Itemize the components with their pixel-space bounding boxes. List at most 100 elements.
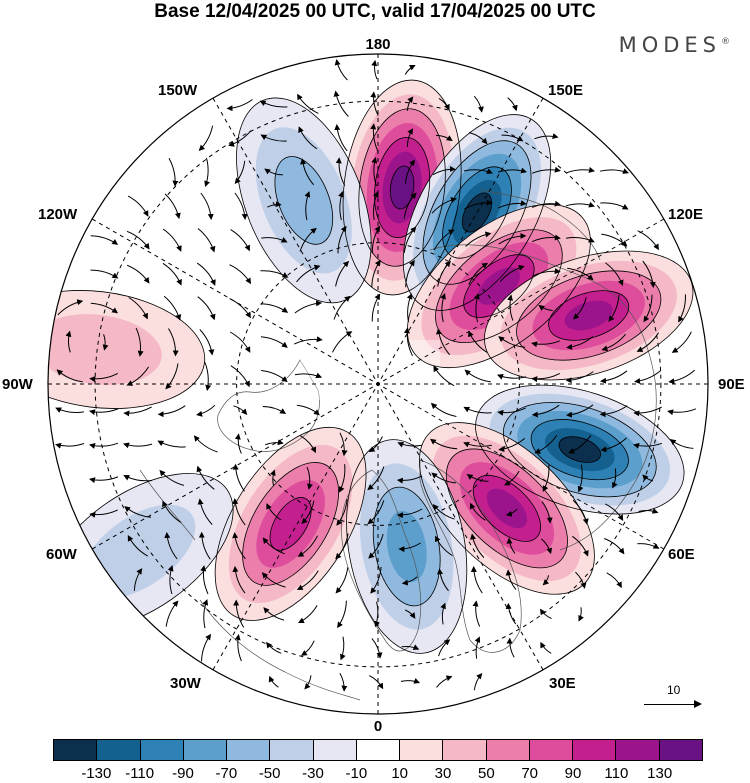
wind-vector bbox=[473, 673, 483, 691]
wind-vector bbox=[671, 331, 692, 353]
wind-vector bbox=[338, 191, 344, 221]
latitude-circle bbox=[236, 242, 520, 526]
wind-vector bbox=[294, 300, 323, 314]
wind-vector bbox=[163, 295, 182, 321]
anomaly-level bbox=[390, 166, 414, 209]
reference-vector: 10 bbox=[640, 683, 710, 713]
wind-vector bbox=[123, 442, 153, 449]
colorbar-tick-label: -90 bbox=[172, 765, 194, 782]
map-boundary bbox=[47, 53, 709, 715]
wind-vector bbox=[202, 599, 209, 629]
wind-vector bbox=[200, 565, 209, 595]
longitude-label-90e: 90E bbox=[718, 376, 745, 393]
wind-vector bbox=[440, 293, 446, 323]
wind-vector bbox=[578, 607, 584, 622]
wind-vector bbox=[433, 365, 455, 387]
wind-vector bbox=[198, 125, 214, 152]
wind-vector bbox=[339, 673, 348, 692]
colorbar-tick-label: 10 bbox=[391, 765, 408, 782]
wind-vector bbox=[232, 532, 246, 560]
wind-vector bbox=[473, 95, 484, 113]
wind-vector bbox=[568, 434, 592, 454]
wind-vector bbox=[470, 565, 483, 594]
wind-vector bbox=[531, 404, 560, 418]
latitude-circle bbox=[94, 100, 662, 668]
wind-vector bbox=[505, 508, 518, 517]
wind-vector bbox=[405, 159, 416, 184]
wind-vector bbox=[333, 90, 349, 117]
wind-vector bbox=[197, 228, 216, 253]
wind-vector bbox=[338, 464, 346, 493]
wind-vector bbox=[472, 600, 481, 627]
wind-vector bbox=[534, 133, 559, 140]
wind-vector bbox=[299, 227, 317, 252]
wind-vector bbox=[55, 407, 84, 414]
anomaly-contour bbox=[530, 419, 629, 481]
anomaly-level bbox=[81, 504, 196, 599]
longitude-label-180: 180 bbox=[365, 36, 391, 53]
colorbar-tick-label: -70 bbox=[215, 765, 238, 782]
colorbar-swatch bbox=[97, 740, 141, 760]
wind-vector bbox=[465, 231, 492, 247]
anomaly-level bbox=[386, 510, 427, 583]
land-contours bbox=[139, 189, 657, 701]
longitude-label-60e: 60E bbox=[668, 546, 695, 563]
wind-vector bbox=[368, 436, 383, 453]
wind-vector bbox=[196, 404, 216, 417]
wind-vector bbox=[506, 637, 515, 658]
wind-vector bbox=[396, 475, 423, 484]
wind-vector bbox=[435, 328, 451, 356]
wind-vector bbox=[197, 498, 213, 525]
wind-vector bbox=[164, 532, 178, 560]
wind-vector bbox=[405, 609, 416, 619]
wind-vector bbox=[201, 633, 212, 662]
wind-vector bbox=[565, 201, 595, 208]
wind-vector bbox=[565, 371, 594, 384]
anomaly-level bbox=[564, 300, 613, 331]
wind-vector bbox=[368, 533, 384, 559]
wind-vector bbox=[162, 500, 182, 524]
wind-vector bbox=[260, 134, 287, 142]
wind-vector bbox=[340, 636, 346, 661]
wind-vector bbox=[468, 262, 489, 285]
wind-vector bbox=[123, 475, 152, 482]
wind-vector bbox=[233, 599, 245, 628]
wind-vector bbox=[262, 537, 285, 555]
colorbar-ticks: -130 -110 -90 -70 -50 -30 -10 10 30 50 70 90 110 130 bbox=[53, 765, 703, 783]
wind-vector bbox=[267, 201, 282, 208]
wind-vector bbox=[234, 433, 242, 454]
wind-vector bbox=[304, 191, 311, 221]
wind-vector bbox=[333, 295, 351, 320]
wind-vector bbox=[534, 434, 558, 454]
wind-vectors bbox=[55, 59, 697, 692]
wind-vector bbox=[339, 432, 348, 457]
wind-vector bbox=[261, 237, 288, 243]
wind-vector bbox=[572, 499, 589, 525]
wind-vector bbox=[162, 228, 182, 252]
wind-vector bbox=[128, 297, 148, 320]
wind-vector bbox=[572, 535, 589, 557]
wind-vector bbox=[373, 191, 379, 220]
wind-vector bbox=[601, 333, 626, 352]
anomaly-level bbox=[274, 156, 333, 245]
wind-vector bbox=[264, 168, 283, 176]
wind-vector bbox=[297, 93, 319, 114]
wind-vector bbox=[90, 269, 119, 279]
wind-vector bbox=[167, 565, 174, 595]
wind-vector bbox=[370, 123, 379, 153]
wind-vector bbox=[531, 268, 561, 277]
wind-vector bbox=[226, 99, 253, 112]
anomaly-contour bbox=[422, 140, 532, 285]
wind-vector bbox=[296, 264, 321, 283]
wind-vector bbox=[667, 408, 697, 416]
wind-vector bbox=[600, 202, 629, 210]
wind-vector bbox=[473, 293, 480, 323]
wind-vector bbox=[266, 641, 282, 654]
wind-vector bbox=[260, 303, 289, 313]
wind-vector bbox=[334, 59, 348, 81]
wind-vector bbox=[230, 229, 250, 252]
wind-vector bbox=[298, 605, 318, 624]
wind-vector bbox=[504, 470, 520, 486]
anomaly-level bbox=[486, 488, 528, 529]
wind-vector bbox=[468, 330, 488, 353]
